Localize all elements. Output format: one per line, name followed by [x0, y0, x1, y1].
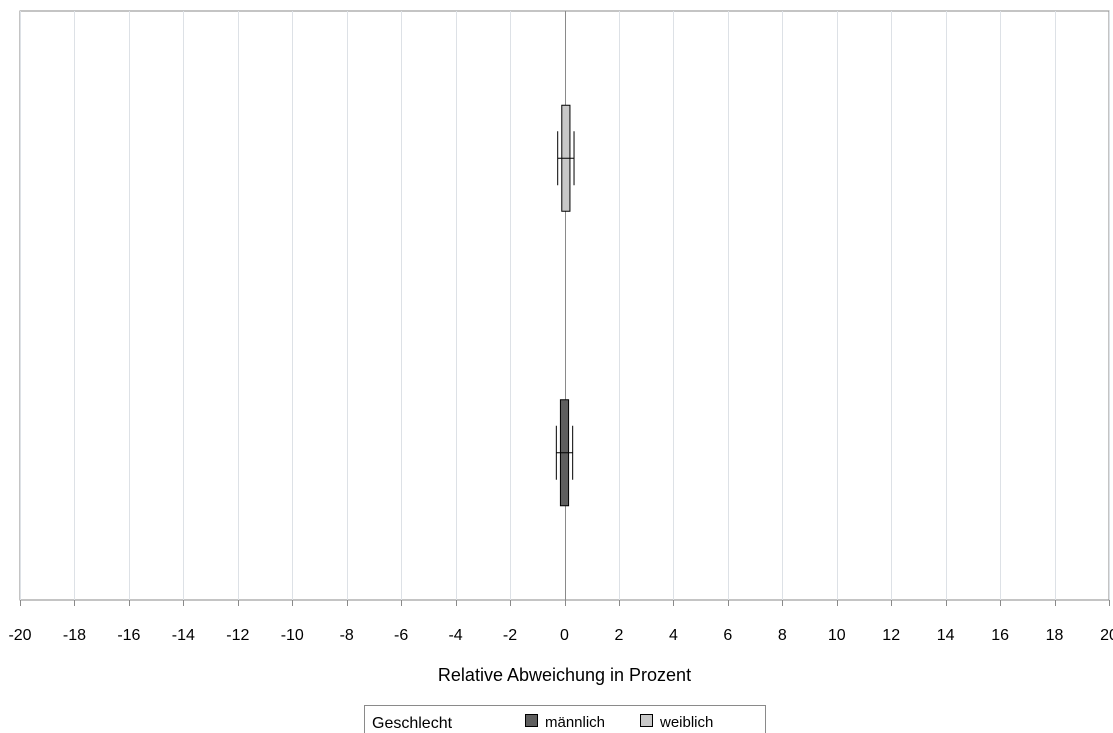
legend-label-weiblich: weiblich [659, 714, 713, 731]
legend: Geschlecht männlich weiblich [364, 705, 766, 733]
grid-lines [20, 11, 1110, 600]
x-tick-label: -6 [394, 627, 408, 644]
x-tick-label: 20 [1100, 627, 1113, 644]
x-tick-label: 2 [614, 627, 623, 644]
x-tick-label: 10 [828, 627, 846, 644]
x-tick-label: -18 [63, 627, 86, 644]
x-tick-label: -4 [448, 627, 462, 644]
x-tick-label: -8 [340, 627, 354, 644]
x-tick-label: -12 [226, 627, 249, 644]
x-tick-label: -16 [117, 627, 140, 644]
bars [555, 104, 575, 507]
x-tick-label: 18 [1046, 627, 1064, 644]
x-tick-label: 16 [991, 627, 1009, 644]
x-tick-label: -2 [503, 627, 517, 644]
legend-title: Geschlecht [372, 715, 453, 732]
x-tick-label: 12 [882, 627, 900, 644]
x-axis-ticks [20, 600, 1110, 606]
legend-swatch-weiblich [640, 714, 653, 727]
x-axis-title: Relative Abweichung in Prozent [438, 665, 691, 685]
legend-frame [364, 705, 766, 733]
x-tick-label: -20 [8, 627, 31, 644]
x-tick-label: 6 [723, 627, 732, 644]
x-axis-tick-labels: -20 -18 -16 -14 -12 -10 -8 -6 -4 -2 0 2 4 6 8 10 12 14 16 1… [8, 627, 1113, 644]
x-tick-label: -10 [281, 627, 304, 644]
x-tick-label: 8 [778, 627, 787, 644]
x-tick-label: 0 [560, 627, 569, 644]
legend-swatch-maennlich [525, 714, 538, 727]
legend-label-maennlich: männlich [545, 714, 605, 731]
x-tick-label: -14 [172, 627, 195, 644]
x-tick-label: 14 [937, 627, 955, 644]
x-tick-label: 4 [669, 627, 678, 644]
